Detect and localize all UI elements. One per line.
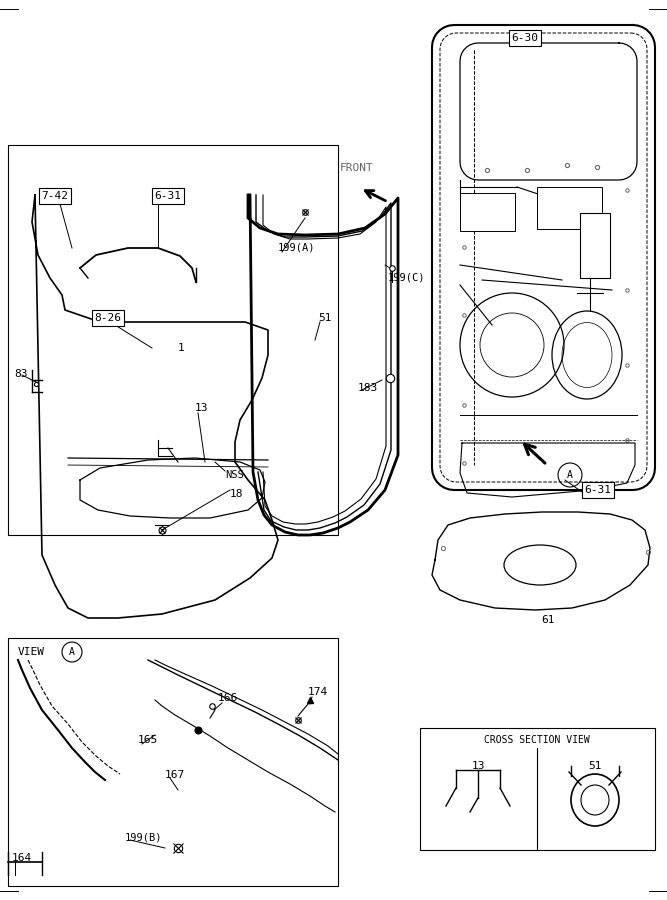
Text: 13: 13 (472, 761, 485, 771)
Text: 199(C): 199(C) (388, 273, 426, 283)
Text: 6-30: 6-30 (512, 33, 538, 43)
Text: 51: 51 (588, 761, 602, 771)
Text: 164: 164 (12, 853, 32, 863)
Text: 174: 174 (308, 687, 328, 697)
Text: 199(B): 199(B) (125, 833, 163, 843)
Bar (460, 193, 515, 231)
Text: 18: 18 (230, 489, 243, 499)
Text: 8-26: 8-26 (95, 313, 121, 323)
Polygon shape (432, 25, 655, 490)
Text: 6-31: 6-31 (584, 485, 612, 495)
Bar (580, 213, 610, 278)
Text: 166: 166 (218, 693, 238, 703)
Text: 61: 61 (541, 615, 555, 625)
Text: A: A (69, 647, 75, 657)
Bar (537, 187, 602, 229)
Text: 167: 167 (165, 770, 185, 780)
Text: 1: 1 (178, 343, 185, 353)
Text: FRONT: FRONT (340, 163, 374, 173)
Text: 199(A): 199(A) (278, 243, 315, 253)
Text: 183: 183 (358, 383, 378, 393)
Bar (8, 638, 338, 886)
Text: 6-31: 6-31 (155, 191, 181, 201)
Text: 13: 13 (195, 403, 209, 413)
Text: A: A (567, 470, 573, 480)
Bar (8, 145, 338, 535)
Text: 165: 165 (138, 735, 158, 745)
Polygon shape (432, 512, 650, 610)
Bar (420, 728, 655, 850)
Text: CROSS SECTION VIEW: CROSS SECTION VIEW (484, 735, 590, 745)
Text: NSS: NSS (225, 470, 243, 480)
Text: 51: 51 (318, 313, 331, 323)
Text: 83: 83 (14, 369, 27, 379)
Text: 7-42: 7-42 (41, 191, 69, 201)
Text: VIEW: VIEW (18, 647, 45, 657)
